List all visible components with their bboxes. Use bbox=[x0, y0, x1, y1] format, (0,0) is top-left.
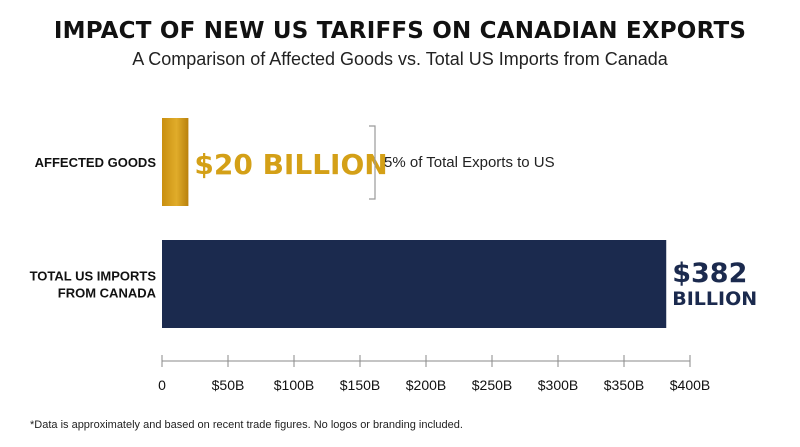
chart-title: IMPACT OF NEW US TARIFFS ON CANADIAN EXP… bbox=[53, 18, 747, 44]
value-label-affected-goods: $20 BILLION bbox=[194, 148, 387, 181]
footnote: *Data is approximately and based on rece… bbox=[30, 419, 463, 431]
chart-subtitle: A Comparison of Affected Goods vs. Total… bbox=[132, 49, 668, 69]
x-tick-label: $250B bbox=[472, 377, 512, 393]
annotation-text: 5% of Total Exports to US bbox=[384, 154, 555, 171]
x-tick-label: $150B bbox=[340, 377, 380, 393]
x-tick-label: $300B bbox=[538, 377, 578, 393]
bar-affected-goods bbox=[162, 118, 189, 206]
category-label: TOTAL US IMPORTS bbox=[30, 269, 157, 284]
x-tick-label: $50B bbox=[212, 377, 245, 393]
x-tick-label: $400B bbox=[670, 377, 710, 393]
category-label: FROM CANADA bbox=[58, 286, 157, 301]
annotation-bracket bbox=[369, 125, 376, 200]
category-label: AFFECTED GOODS bbox=[35, 155, 157, 170]
x-tick-label: $350B bbox=[604, 377, 644, 393]
x-tick-label: $100B bbox=[274, 377, 314, 393]
value-label-total-line1: $382 bbox=[672, 258, 747, 289]
value-label-total-line2: BILLION bbox=[672, 288, 757, 310]
x-tick-label: 0 bbox=[158, 377, 166, 393]
x-tick-label: $200B bbox=[406, 377, 446, 393]
bar-total-us-imports bbox=[162, 240, 667, 328]
